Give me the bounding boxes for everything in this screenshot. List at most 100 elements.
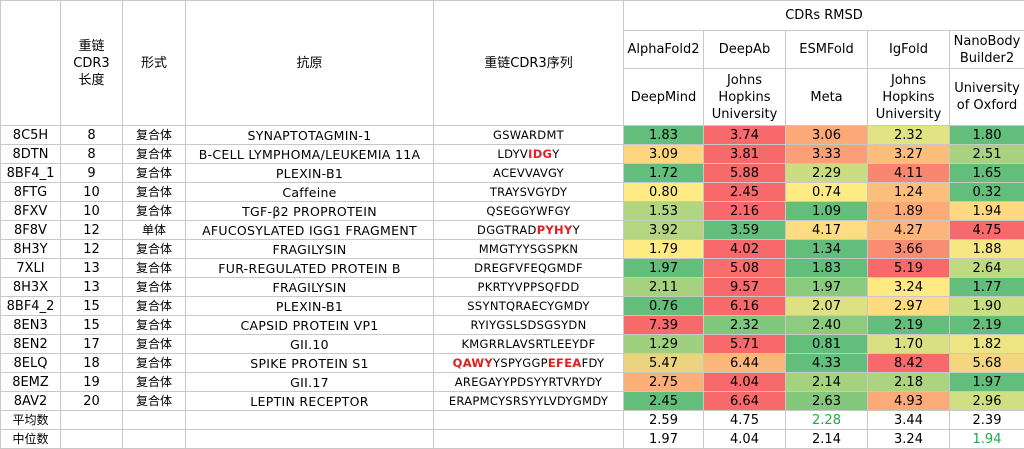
rmsd-value-nanobodybuilder2: 2.64 <box>950 259 1024 278</box>
row-cdr3-length: 9 <box>61 164 123 183</box>
summary-value: 3.44 <box>868 411 950 430</box>
row-cdr3-length: 19 <box>61 373 123 392</box>
sequence-segment: SSYNTQRAECYGMDY <box>467 299 589 313</box>
rmsd-value-igfold: 1.89 <box>868 202 950 221</box>
sequence-segment: DREGFVFEQGMDF <box>474 261 583 275</box>
header-model-deepab: DeepAb <box>704 31 786 69</box>
rmsd-value-esmfold: 4.33 <box>786 354 868 373</box>
summary-value: 1.97 <box>624 430 704 449</box>
rmsd-value-igfold: 4.27 <box>868 221 950 240</box>
rmsd-value-esmfold: 1.34 <box>786 240 868 259</box>
rmsd-value-igfold: 3.24 <box>868 278 950 297</box>
header-model-esmfold: ESMFold <box>786 31 868 69</box>
row-cdr3-sequence: MMGTYYSGSPKN <box>434 240 624 259</box>
rmsd-value-nanobodybuilder2: 1.88 <box>950 240 1024 259</box>
row-antigen: B-CELL LYMPHOMA/LEUKEMIA 11A <box>186 145 434 164</box>
row-form: 单体 <box>123 221 186 240</box>
rmsd-value-esmfold: 1.97 <box>786 278 868 297</box>
summary-empty-cell <box>186 430 434 449</box>
row-form: 复合体 <box>123 373 186 392</box>
rmsd-value-nanobodybuilder2: 5.68 <box>950 354 1024 373</box>
header-pdb <box>1 1 61 126</box>
rmsd-value-igfold: 2.19 <box>868 316 950 335</box>
rmsd-value-esmfold: 2.63 <box>786 392 868 411</box>
rmsd-value-nanobodybuilder2: 1.77 <box>950 278 1024 297</box>
row-antigen: FUR-REGULATED PROTEIN B <box>186 259 434 278</box>
rmsd-value-alphafold2: 2.45 <box>624 392 704 411</box>
rmsd-value-nanobodybuilder2: 1.94 <box>950 202 1024 221</box>
row-cdr3-sequence: QAWYYSPYGGPEFEAFDY <box>434 354 624 373</box>
row-form: 复合体 <box>123 354 186 373</box>
row-cdr3-sequence: DGGTRADPYHYY <box>434 221 624 240</box>
rmsd-value-alphafold2: 3.92 <box>624 221 704 240</box>
row-cdr3-sequence: KMGRRLAVSRTLEEYDF <box>434 335 624 354</box>
summary-empty-cell <box>434 430 624 449</box>
rmsd-value-nanobodybuilder2: 2.19 <box>950 316 1024 335</box>
rmsd-value-esmfold: 2.14 <box>786 373 868 392</box>
rmsd-value-deepab: 9.57 <box>704 278 786 297</box>
rmsd-value-esmfold: 1.09 <box>786 202 868 221</box>
row-antigen: FRAGILYSIN <box>186 240 434 259</box>
rmsd-value-nanobodybuilder2: 1.80 <box>950 126 1024 145</box>
rmsd-value-deepab: 5.08 <box>704 259 786 278</box>
summary-empty-cell <box>186 411 434 430</box>
summary-value: 4.75 <box>704 411 786 430</box>
sequence-segment: KMGRRLAVSRTLEEYDF <box>461 337 595 351</box>
rmsd-value-alphafold2: 2.75 <box>624 373 704 392</box>
summary-empty-cell <box>123 430 186 449</box>
rmsd-value-nanobodybuilder2: 1.82 <box>950 335 1024 354</box>
row-antigen: TGF-β2 PROPROTEIN <box>186 202 434 221</box>
row-cdr3-length: 20 <box>61 392 123 411</box>
row-id: 8H3X <box>1 278 61 297</box>
rmsd-value-igfold: 1.24 <box>868 183 950 202</box>
row-id: 8H3Y <box>1 240 61 259</box>
rmsd-value-nanobodybuilder2: 4.75 <box>950 221 1024 240</box>
row-antigen: LEPTIN RECEPTOR <box>186 392 434 411</box>
summary-label: 中位数 <box>1 430 61 449</box>
header-cdr3-sequence: 重链CDR3序列 <box>434 1 624 126</box>
row-form: 复合体 <box>123 202 186 221</box>
row-antigen: GII.10 <box>186 335 434 354</box>
rmsd-value-deepab: 4.04 <box>704 373 786 392</box>
row-id: 8EN3 <box>1 316 61 335</box>
row-id: 7XLI <box>1 259 61 278</box>
rmsd-value-igfold: 3.27 <box>868 145 950 164</box>
summary-empty-cell <box>123 411 186 430</box>
row-form: 复合体 <box>123 126 186 145</box>
row-cdr3-sequence: PKRTYVPPSQFDD <box>434 278 624 297</box>
header-form: 形式 <box>123 1 186 126</box>
row-id: 8FXV <box>1 202 61 221</box>
row-form: 复合体 <box>123 183 186 202</box>
header-model-nanobodybuilder2: NanoBody Builder2 <box>950 31 1024 69</box>
rmsd-value-igfold: 3.66 <box>868 240 950 259</box>
summary-value: 2.59 <box>624 411 704 430</box>
row-cdr3-sequence: TRAYSVGYDY <box>434 183 624 202</box>
sequence-highlight: IDG <box>528 147 552 161</box>
rmsd-value-deepab: 3.81 <box>704 145 786 164</box>
rmsd-value-deepab: 3.74 <box>704 126 786 145</box>
row-antigen: SPIKE PROTEIN S1 <box>186 354 434 373</box>
row-cdr3-length: 15 <box>61 297 123 316</box>
rmsd-value-deepab: 4.02 <box>704 240 786 259</box>
row-form: 复合体 <box>123 335 186 354</box>
rmsd-value-esmfold: 2.40 <box>786 316 868 335</box>
rmsd-value-deepab: 2.32 <box>704 316 786 335</box>
header-cdr3-length: 重链CDR3长度 <box>61 1 123 126</box>
row-id: 8ELQ <box>1 354 61 373</box>
row-id: 8EN2 <box>1 335 61 354</box>
sequence-segment: ERAPMCYSRSYYLVDYGMDY <box>449 394 608 408</box>
summary-value: 2.14 <box>786 430 868 449</box>
rmsd-value-alphafold2: 0.80 <box>624 183 704 202</box>
sequence-segment: GSWARDMT <box>493 128 564 142</box>
header-org-deepab: Johns Hopkins University <box>704 69 786 126</box>
row-cdr3-length: 8 <box>61 145 123 164</box>
